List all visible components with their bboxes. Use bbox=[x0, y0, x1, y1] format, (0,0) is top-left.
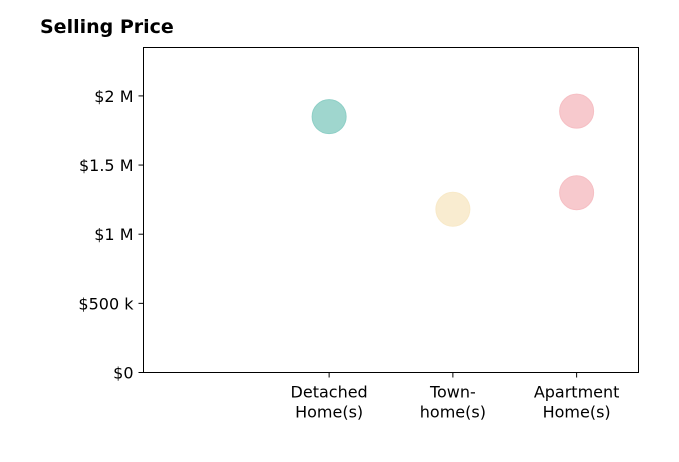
y-tick-label-4: $2 M bbox=[94, 87, 133, 106]
data-point-0 bbox=[311, 99, 347, 135]
y-tick-label-3: $1.5 M bbox=[79, 156, 134, 175]
y-axis: $0 $500 k $1 M $1.5 M $2 M bbox=[78, 87, 144, 383]
x-axis: Detached Home(s) Town-home(s) Apartment Home… bbox=[291, 372, 620, 422]
points-layer bbox=[311, 93, 595, 227]
x-tick-label-0: Detached Home(s) bbox=[291, 383, 368, 422]
data-point-1 bbox=[435, 191, 471, 227]
x-tick-label-2: Apartment Home(s) bbox=[534, 383, 620, 422]
data-point-3 bbox=[559, 175, 595, 211]
chart-title: Selling Price bbox=[40, 16, 174, 38]
y-tick-label-0: $0 bbox=[113, 364, 133, 383]
x-tick-label-1: Town-home(s) bbox=[420, 383, 486, 422]
data-point-2 bbox=[559, 93, 595, 129]
plot-frame bbox=[143, 47, 639, 373]
y-tick-label-1: $500 k bbox=[78, 294, 134, 313]
y-tick-label-2: $1 M bbox=[94, 225, 133, 244]
